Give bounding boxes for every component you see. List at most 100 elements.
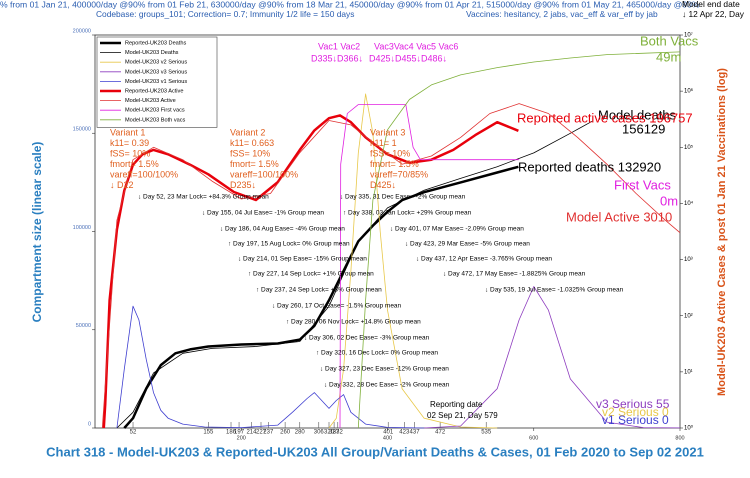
end-label: v3 Serious 55 — [596, 397, 670, 411]
y-tick-label: 150000 — [73, 127, 91, 133]
variant-note: D235↓ — [230, 180, 256, 190]
event-day-label: 214 — [246, 430, 257, 436]
series-line — [101, 103, 681, 429]
variant-note: fSS= 10% — [370, 148, 410, 158]
intervention-note: ↓ Day 214, 01 Sep Ease= -15% Group mean — [238, 256, 367, 263]
end-label: v1 Serious 0 — [602, 413, 669, 427]
intervention-note: ↓ Day 437, 12 Apr Ease= -3.765% Group me… — [416, 256, 552, 263]
series-line — [123, 165, 519, 429]
header-vaccines: Vaccines: hesitancy, 2 jabs, vac_eff & v… — [466, 9, 658, 19]
intervention-note: ↓ Day 472, 17 May Ease= -1.8825% Group m… — [443, 271, 586, 278]
variant-note: Variant 3 — [370, 127, 405, 137]
y2-tick-label: 10⁴ — [684, 200, 694, 207]
intervention-note: ↑ Day 237, 24 Sep Lock= +3% Group mean — [256, 287, 382, 294]
intervention-note: ↑ Day 338, 03 Jan Lock= +29% Group mean — [343, 210, 472, 217]
legend-label: Model-UK203 v3 Serious — [125, 69, 187, 75]
y2-tick-label: 10² — [684, 313, 693, 319]
y2-tick-label: 10⁶ — [684, 88, 694, 95]
series-line — [357, 51, 681, 429]
y-tick-label: 0 — [88, 421, 91, 427]
variant-note: ↓ D22 — [110, 180, 134, 190]
vaccine-label: D425↓D455↓D486↓ — [369, 53, 447, 63]
intervention-note: ↓ Day 401, 07 Mar Ease= -2.09% Group mea… — [390, 226, 524, 233]
y2-tick-label: 10¹ — [684, 369, 693, 375]
event-day-label: 197 — [234, 430, 245, 436]
variant-note: fmort= 1.5% — [370, 159, 419, 169]
end-label: Model deaths — [598, 107, 677, 122]
variant-note: fSS= 10% — [230, 148, 270, 158]
event-day-label: 472 — [435, 430, 446, 436]
y2-axis-title: Model-UK203 Active Cases & post 01 Jan 2… — [716, 68, 728, 396]
intervention-note: ↑ Day 320, 16 Dec Lock= 0% Group mean — [316, 350, 438, 357]
model-end-date: ↓ 12 Apr 22, Day — [682, 9, 745, 19]
variant-note: fSS= 10% — [110, 148, 150, 158]
legend-label: Model-UK203 First vacs — [125, 108, 185, 114]
variant-note: vareff=100/100% — [110, 169, 178, 179]
chart-title: Chart 318 - Model-UK203 & Reported-UK203… — [46, 444, 704, 459]
model-end-date: Model end date — [682, 0, 740, 9]
series-line — [424, 286, 681, 429]
end-label: 0m — [660, 193, 678, 208]
end-label: 49m — [656, 49, 681, 64]
header-top-line: % from 01 Jan 21, 400000/day @90% from 0… — [0, 0, 700, 9]
x-tick-label: 200 — [237, 435, 246, 441]
vaccine-label: Vac1 Vac2 — [318, 41, 360, 51]
legend-box — [96, 36, 218, 128]
intervention-note: ↓ Day 186, 04 Aug Ease= -4% Group mean — [220, 226, 345, 233]
series-line — [328, 93, 498, 429]
event-day-label: 423 — [399, 430, 410, 436]
legend-label: Model-UK203 Deaths — [125, 50, 179, 56]
variant-note: D425↓ — [370, 180, 396, 190]
y2-tick-label: 10⁰ — [684, 425, 694, 432]
y-axis-title: Compartment size (linear scale) — [30, 142, 44, 323]
variant-note: vareff=70/85% — [370, 169, 428, 179]
event-day-label: 186 — [226, 430, 237, 436]
variant-note: Variant 1 — [110, 127, 145, 137]
event-day-label: 327 — [329, 430, 340, 436]
end-label: First Vacs — [614, 177, 671, 192]
end-label: Both Vacs — [640, 33, 699, 48]
vaccine-label: D335↓D366↓ — [311, 53, 363, 63]
legend-label: Model-UK203 Both vacs — [125, 117, 186, 123]
y2-tick-label: 10⁷ — [684, 32, 693, 39]
event-day-label: 52 — [130, 430, 137, 436]
legend-label: Reported-UK203 Active — [125, 88, 183, 94]
variant-note: Variant 2 — [230, 127, 265, 137]
variant-note: k11= 0.663 — [230, 138, 274, 148]
series-line — [116, 305, 425, 429]
y2-tick-label: 10⁵ — [684, 144, 694, 151]
end-label: Reported deaths 132920 — [518, 159, 661, 174]
end-label: Reported active cases 196757 — [517, 110, 693, 125]
y-tick-label: 200000 — [73, 28, 91, 34]
intervention-note: ↓ Day 306, 02 Dec Ease= -3% Group mean — [304, 335, 430, 342]
header-codebase: Codebase: groups_101; Correction= 0.7; I… — [96, 9, 354, 19]
event-day-label: 332 — [333, 430, 344, 436]
reporting-date: 02 Sep 21, Day 579 — [427, 411, 498, 420]
event-day-label: 237 — [263, 430, 274, 436]
legend-label: Model-UK203 Active — [125, 98, 176, 104]
intervention-note: ↑ Day 197, 15 Aug Lock= 0% Group mean — [228, 241, 350, 248]
event-day-label: 227 — [256, 430, 267, 436]
x-tick-label: 400 — [383, 435, 392, 441]
end-label: 156129 — [622, 121, 665, 136]
vaccine-label: Vac3Vac4 Vac5 Vac6 — [374, 41, 458, 51]
end-label: Model Active 3010 — [566, 209, 672, 224]
legend-label: Reported-UK203 Deaths — [125, 40, 186, 46]
variant-note: fmort= 1.5% — [230, 159, 279, 169]
end-label: v2 Serious 0 — [602, 405, 669, 419]
series-line — [339, 104, 520, 429]
event-day-label: 320 — [324, 430, 335, 436]
intervention-note: ↑ Day 227, 14 Sep Lock= +1% Group mean — [248, 271, 374, 278]
variant-note: k11= 0.39 — [110, 138, 149, 148]
reporting-date: Reporting date — [430, 400, 483, 409]
intervention-note: ↓ Day 423, 29 Mar Ease= -5% Group mean — [405, 241, 530, 248]
intervention-note: ↓ Day 327, 23 Dec Ease= -12% Group mean — [320, 366, 449, 373]
intervention-note: ↑ Day 280, 06 Nov Lock= +14.8% Group mea… — [286, 319, 421, 326]
y-tick-label: 100000 — [73, 225, 91, 231]
variant-note: vareff=100/100% — [230, 169, 298, 179]
legend-label: Model-UK203 v1 Serious — [125, 79, 187, 85]
intervention-note: ↓ Day 260, 17 Oct Ease= -1.5% Group mean — [272, 303, 402, 310]
event-day-label: 155 — [203, 430, 214, 436]
x-tick-label: 600 — [529, 435, 538, 441]
intervention-note: ↓ Day 535, 19 Jul Ease= -1.0325% Group m… — [485, 287, 624, 294]
